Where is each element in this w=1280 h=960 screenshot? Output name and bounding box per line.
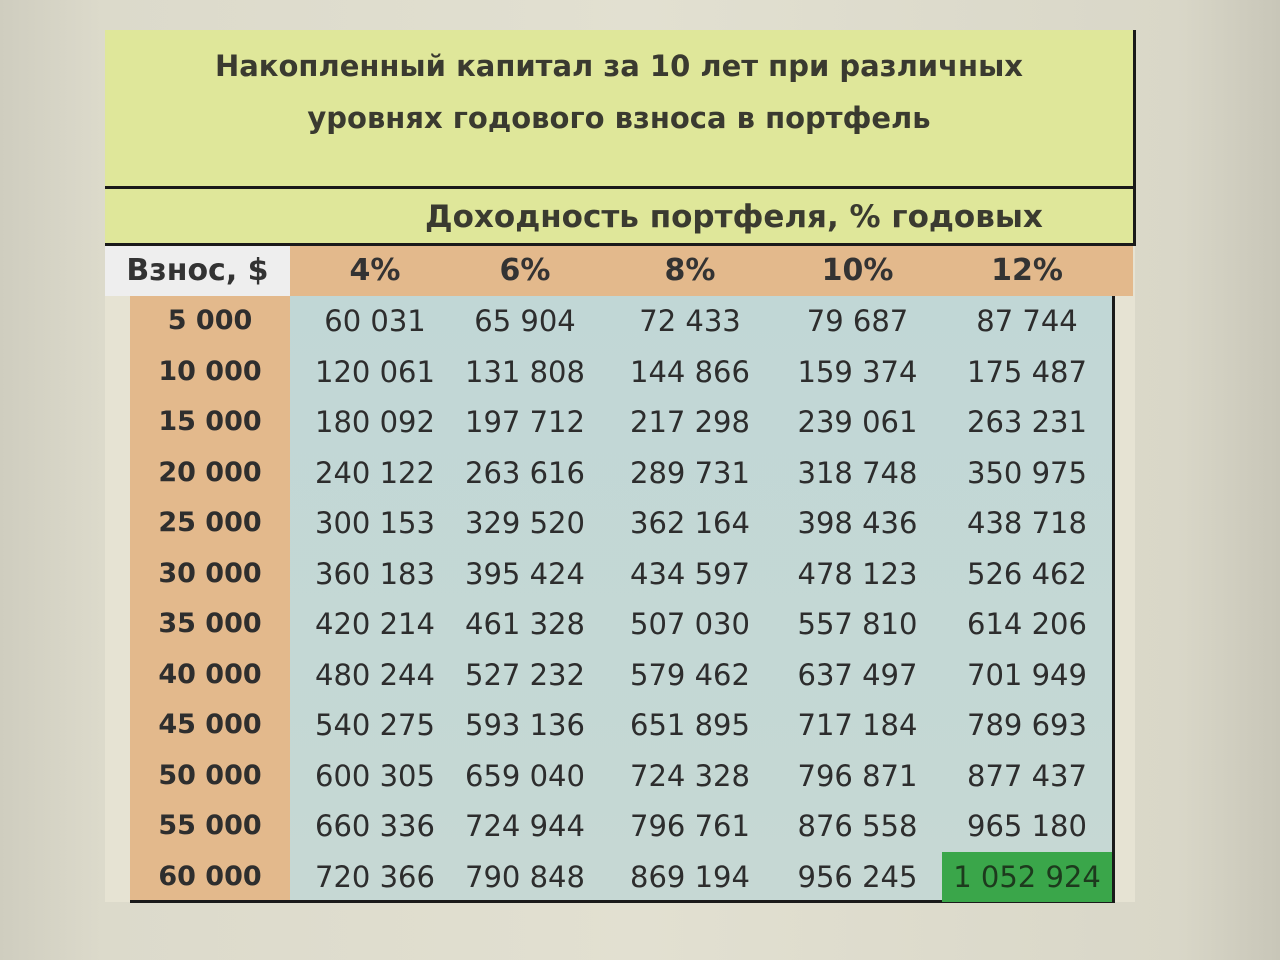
row-header: 60 000 bbox=[158, 860, 262, 892]
table-cell: 362 164 bbox=[630, 506, 750, 540]
table-cell: 144 866 bbox=[630, 354, 750, 389]
row-header: 45 000 bbox=[158, 709, 262, 740]
table-cell: 131 808 bbox=[465, 354, 585, 389]
highlighted-cell: 1 052 924 bbox=[942, 851, 1112, 902]
table-title: Накопленный капитал за 10 лет при различ… bbox=[214, 49, 1024, 135]
row-header: 50 000 bbox=[158, 759, 262, 791]
table-cell: 60 031 bbox=[324, 304, 426, 338]
table-cell: 217 298 bbox=[630, 405, 750, 439]
table-cell: 434 597 bbox=[630, 556, 750, 591]
table-cell: 724 328 bbox=[630, 758, 750, 793]
table-cell: 461 328 bbox=[465, 607, 585, 641]
table-subtitle: Доходность портфеля, % годовых bbox=[425, 199, 1043, 235]
row-header: 10 000 bbox=[158, 355, 262, 387]
table-bottom-border bbox=[130, 900, 1115, 903]
table-cell: 350 975 bbox=[967, 455, 1087, 490]
table-cell: 965 180 bbox=[967, 809, 1087, 843]
table-cell: 300 153 bbox=[315, 506, 435, 540]
table-cell: 876 558 bbox=[797, 809, 918, 843]
row-header: 25 000 bbox=[158, 507, 262, 538]
row-header: 30 000 bbox=[158, 557, 262, 589]
table-cell: 557 810 bbox=[797, 607, 918, 641]
table-cell: 395 424 bbox=[465, 556, 585, 591]
table-cell: 720 366 bbox=[315, 859, 435, 894]
table-cell: 159 374 bbox=[797, 354, 918, 389]
row-header: 5 000 bbox=[167, 305, 253, 336]
column-header: 12% bbox=[991, 253, 1063, 288]
row-header-column bbox=[130, 296, 290, 902]
table-cell: 717 184 bbox=[797, 708, 918, 742]
table-cell: 72 433 bbox=[639, 304, 741, 338]
table-cell: 789 693 bbox=[967, 708, 1087, 742]
row-header: 35 000 bbox=[158, 608, 262, 639]
table-cell: 438 718 bbox=[967, 506, 1087, 540]
table-cell: 579 462 bbox=[630, 657, 750, 692]
table-cell: 240 122 bbox=[315, 455, 435, 490]
table-cell: 360 183 bbox=[315, 556, 435, 591]
row-header: 40 000 bbox=[158, 658, 262, 690]
row-header: 20 000 bbox=[158, 456, 262, 488]
table-cell: 796 871 bbox=[797, 758, 918, 793]
table-cell: 420 214 bbox=[315, 607, 435, 641]
table-body bbox=[290, 296, 1112, 902]
table-cell: 289 731 bbox=[630, 455, 750, 490]
table-cell: 480 244 bbox=[315, 657, 435, 692]
table-cell: 637 497 bbox=[797, 657, 918, 692]
table-cell: 65 904 bbox=[474, 304, 576, 338]
table-cell: 956 245 bbox=[797, 859, 918, 894]
table-cell: 398 436 bbox=[797, 506, 918, 540]
table-cell: 796 761 bbox=[630, 809, 750, 843]
table-cell: 659 040 bbox=[465, 758, 585, 793]
row-header: 15 000 bbox=[158, 406, 262, 437]
title-block: Накопленный капитал за 10 лет при различ… bbox=[105, 30, 1136, 189]
table-cell: 527 232 bbox=[465, 657, 585, 692]
row-header-label: Взнос, $ bbox=[126, 253, 269, 288]
table-cell: 651 895 bbox=[630, 708, 750, 742]
column-header: 4% bbox=[349, 253, 401, 288]
table-cell: 79 687 bbox=[806, 304, 909, 338]
table-cell: 614 206 bbox=[967, 607, 1087, 641]
column-header: 6% bbox=[499, 253, 551, 288]
table-cell: 175 487 bbox=[967, 354, 1087, 389]
table-cell: 593 136 bbox=[465, 708, 585, 742]
table-cell: 877 437 bbox=[967, 758, 1087, 793]
table-right-border bbox=[1112, 296, 1115, 902]
table-cell: 660 336 bbox=[315, 809, 435, 843]
table-cell: 790 848 bbox=[465, 859, 585, 894]
data-grid: Взнос, $ 4% 6% 8% 10% 12% 5 000 60 031 65 904 72… bbox=[105, 246, 1133, 903]
table-cell: 507 030 bbox=[630, 607, 750, 641]
table-cell: 869 194 bbox=[630, 859, 750, 894]
spreadsheet-table: Накопленный капитал за 10 лет при различ… bbox=[105, 30, 1136, 903]
table-cell: 724 944 bbox=[465, 809, 585, 843]
table-cell: 318 748 bbox=[797, 455, 918, 490]
table-cell: 197 712 bbox=[465, 405, 585, 439]
table-cell: 540 275 bbox=[315, 708, 435, 742]
table-cell: 600 305 bbox=[315, 758, 435, 793]
table-cell: 526 462 bbox=[967, 556, 1087, 591]
table-cell: 180 092 bbox=[315, 405, 435, 439]
table-cell: 120 061 bbox=[315, 354, 435, 389]
table-cell: 329 520 bbox=[465, 506, 585, 540]
corner-cell bbox=[105, 246, 290, 296]
table-cell: 263 231 bbox=[967, 405, 1087, 439]
subtitle-block: Доходность портфеля, % годовых bbox=[105, 189, 1136, 246]
table-cell: 701 949 bbox=[967, 657, 1087, 692]
table-cell: 478 123 bbox=[797, 556, 918, 591]
table-cell: 239 061 bbox=[797, 405, 918, 439]
table-cell: 87 744 bbox=[976, 304, 1078, 338]
table-cell: 263 616 bbox=[465, 455, 585, 490]
column-header-row bbox=[290, 246, 1133, 296]
row-header: 55 000 bbox=[158, 810, 262, 841]
column-header: 8% bbox=[664, 253, 716, 288]
column-header: 10% bbox=[821, 253, 894, 288]
